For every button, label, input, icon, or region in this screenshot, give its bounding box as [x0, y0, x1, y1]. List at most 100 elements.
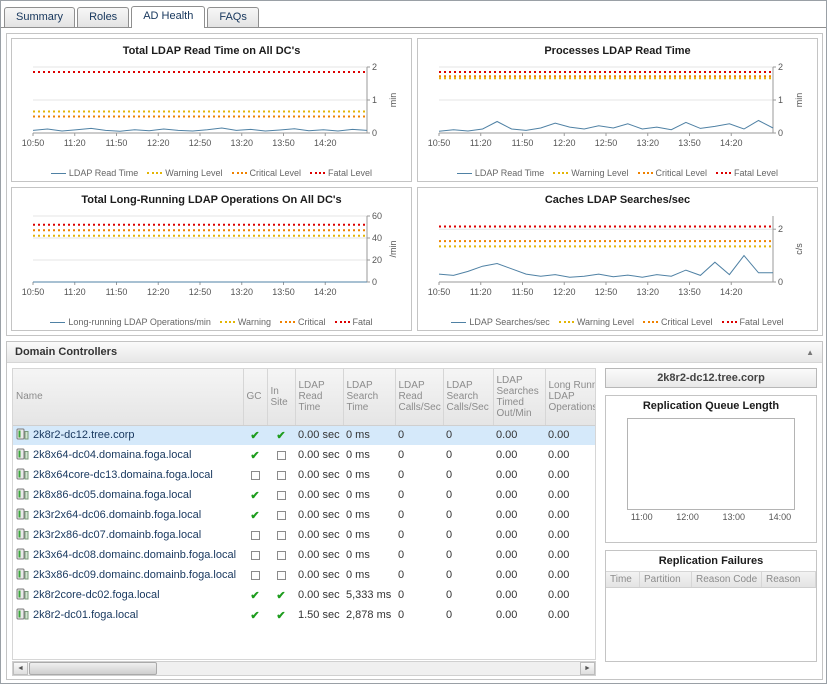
- cell-in_site: [267, 465, 295, 485]
- detail-panel: 2k8r2-dc12.tree.corp Replication Queue L…: [605, 368, 817, 675]
- tab-summary[interactable]: Summary: [4, 7, 76, 27]
- cell-in_site: [267, 445, 295, 465]
- failures-column-header-time[interactable]: Time: [606, 572, 640, 587]
- svg-text:13:50: 13:50: [272, 138, 295, 148]
- svg-text:40: 40: [372, 233, 382, 243]
- gc-checked-icon: ✔: [250, 429, 260, 442]
- cell-ldap_read_calls: 0: [398, 529, 405, 541]
- queue-xtick-label: 11:00: [630, 512, 653, 522]
- cell-gc: ✔: [243, 485, 267, 505]
- legend-item: LDAP Searches/sec: [451, 317, 550, 327]
- legend-item: Fatal Level: [310, 168, 372, 178]
- cell-name: 2k3x64-dc08.domainc.domainb.foga.local: [13, 545, 243, 565]
- legend-item: Critical Level: [637, 168, 708, 178]
- svg-text:13:50: 13:50: [678, 287, 701, 297]
- svg-text:10:50: 10:50: [427, 287, 450, 297]
- table-row[interactable]: 2k3x86-dc09.domainc.domainb.foga.local 0.…: [13, 565, 595, 585]
- svg-text:13:20: 13:20: [230, 138, 253, 148]
- in_site-checked-icon: ✔: [276, 429, 286, 442]
- collapse-panel-icon[interactable]: ▲: [806, 347, 814, 357]
- table-row[interactable]: 2k8x64core-dc13.domaina.foga.local 0.00 s…: [13, 465, 595, 485]
- svg-text:2: 2: [372, 62, 377, 72]
- cell-name: 2k8x86-dc05.domaina.foga.local: [13, 485, 243, 505]
- table-row[interactable]: 2k8x64-dc04.domaina.foga.local ✔ 0.00 sec 0…: [13, 445, 595, 465]
- cell-ldap_read_calls: 0: [395, 425, 443, 445]
- cell-long_running_ldap_ops: 0.00: [548, 469, 570, 481]
- svg-text:60: 60: [372, 211, 382, 221]
- cell-ldap_read_time: 0.00 sec: [298, 589, 340, 601]
- server-icon: [16, 488, 29, 503]
- cell-in_site: [267, 505, 295, 525]
- legend-item: Warning Level: [147, 168, 223, 178]
- scroll-left-icon[interactable]: ◄: [13, 662, 28, 675]
- legend-item: Critical: [280, 317, 326, 327]
- svg-text:1: 1: [778, 95, 783, 105]
- cell-gc: ✔: [243, 425, 267, 445]
- svg-text:0: 0: [372, 128, 377, 138]
- column-header-ldap_search_time[interactable]: LDAP Search Time: [343, 369, 396, 426]
- scroll-right-icon[interactable]: ►: [580, 662, 595, 675]
- selected-dc-title: 2k8r2-dc12.tree.corp: [605, 368, 817, 388]
- column-header-ldap_read_time[interactable]: LDAP Read Time: [295, 369, 344, 426]
- cell-ldap_searches_timed_out: 0.00: [496, 489, 518, 501]
- cell-ldap_search_calls: 0: [446, 589, 453, 601]
- table-row[interactable]: 2k8r2core-dc02.foga.local ✔ ✔ 0.00 sec 5,333…: [13, 585, 595, 605]
- svg-text:c/s: c/s: [794, 243, 804, 255]
- scrollbar-track[interactable]: [28, 662, 580, 675]
- legend-label: Critical Level: [655, 168, 708, 178]
- cell-ldap_search_time: 0 ms: [346, 509, 370, 521]
- failures-column-header-partition[interactable]: Partition: [640, 572, 692, 587]
- chart-title: Caches LDAP Searches/sec: [544, 194, 691, 206]
- gc-checked-icon: ✔: [250, 609, 260, 622]
- cell-ldap_read_calls: 0: [398, 609, 405, 621]
- column-header-ldap_read_calls[interactable]: LDAP Read Calls/Sec: [395, 369, 444, 426]
- legend-label: Fatal Level: [734, 168, 779, 178]
- server-icon: [16, 428, 29, 443]
- column-header-gc[interactable]: GC: [243, 369, 268, 426]
- cell-long_running_ldap_ops: 0.00: [548, 569, 570, 581]
- cell-ldap_read_calls: 0: [398, 489, 405, 501]
- legend-item: Fatal Level: [716, 168, 778, 178]
- series-line-icon: [456, 172, 472, 174]
- cell-in_site: [267, 485, 295, 505]
- svg-text:11:20: 11:20: [63, 138, 85, 148]
- svg-text:13:50: 13:50: [678, 138, 701, 148]
- cell-ldap_search_calls: 0: [446, 549, 453, 561]
- legend-label: Warning: [237, 317, 272, 327]
- cell-in_site: ✔: [267, 425, 295, 445]
- column-header-in_site[interactable]: In Site: [267, 369, 296, 426]
- tab-roles[interactable]: Roles: [77, 7, 130, 27]
- cell-name: 2k8x64-dc04.domaina.foga.local: [13, 445, 243, 465]
- table-row[interactable]: 2k3r2x64-dc06.domainb.foga.local ✔ 0.00 se…: [13, 505, 595, 525]
- table-row[interactable]: 2k8r2-dc12.tree.corp ✔ ✔ 0.00 sec 0 ms 0 0 0.00…: [13, 425, 595, 445]
- column-header-long_running_ldap_ops[interactable]: Long Runni LDAP Operations: [545, 369, 595, 426]
- series-line-icon: [50, 172, 66, 174]
- legend-label: Warning Level: [576, 317, 635, 327]
- table-horizontal-scrollbar[interactable]: ◄ ►: [12, 661, 596, 676]
- chart-box-3: Total Long-Running LDAP Operations On Al…: [11, 187, 412, 331]
- legend-label: Warning Level: [571, 168, 629, 178]
- table-row[interactable]: 2k8r2-dc01.foga.local ✔ ✔ 1.50 sec 2,878 ms 0…: [13, 605, 595, 625]
- column-header-name[interactable]: Name: [13, 369, 244, 426]
- dc-name: 2k3x64-dc08.domainc.domainb.foga.local: [33, 548, 237, 561]
- table-row[interactable]: 2k8x86-dc05.domaina.foga.local ✔ 0.00 sec 0…: [13, 485, 595, 505]
- legend-label: Fatal Level: [739, 317, 784, 327]
- tab-faqs[interactable]: FAQs: [207, 7, 259, 27]
- chart-plot: 0 1 2 min 10:50 11:20 11:50 12:20 12:50 13:20 13:5…: [427, 62, 803, 148]
- cell-ldap_read_time: 0.00 sec: [298, 509, 340, 521]
- server-icon: [16, 608, 29, 623]
- svg-text:1: 1: [372, 95, 377, 105]
- scrollbar-thumb[interactable]: [29, 662, 157, 675]
- column-header-ldap_searches_timed_out[interactable]: LDAP Searches Timed Out/Min: [493, 369, 546, 426]
- svg-text:11:20: 11:20: [469, 138, 491, 148]
- table-row[interactable]: 2k3r2x86-dc07.domainb.foga.local 0.00 sec…: [13, 525, 595, 545]
- failures-column-header-reason-code[interactable]: Reason Code: [692, 572, 762, 587]
- table-row[interactable]: 2k3x64-dc08.domainc.domainb.foga.local 0.…: [13, 545, 595, 565]
- cell-gc: ✔: [243, 445, 267, 465]
- column-header-ldap_search_calls[interactable]: LDAP Search Calls/Sec: [443, 369, 494, 426]
- gc-unchecked-box-icon: [250, 530, 260, 540]
- cell-ldap_searches_timed_out: 0.00: [496, 529, 518, 541]
- gc-unchecked-box-icon: [250, 570, 260, 580]
- tab-ad-health[interactable]: AD Health: [131, 6, 206, 28]
- failures-column-header-reason[interactable]: Reason: [762, 572, 816, 587]
